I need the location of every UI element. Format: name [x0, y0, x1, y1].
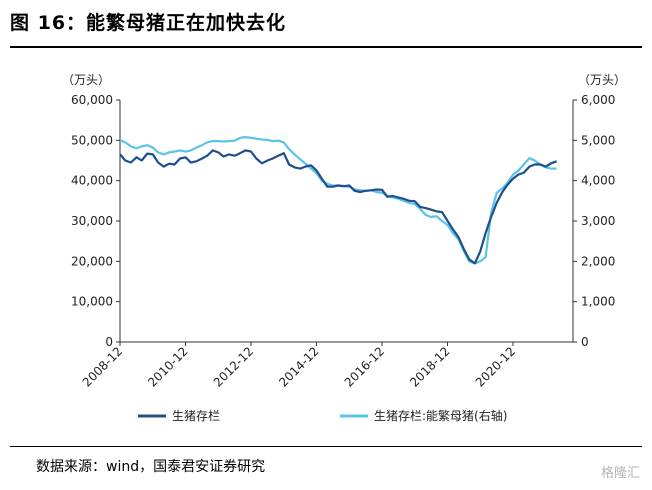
right-tick-label: 2,000 — [581, 254, 615, 268]
left-tick-label: 20,000 — [71, 254, 113, 268]
x-tick-label: 2020-12 — [473, 344, 518, 389]
x-tick-label: 2008-12 — [80, 344, 125, 389]
x-tick-label: 2012-12 — [211, 344, 256, 389]
legend-label: 生猪存栏 — [172, 408, 220, 423]
left-axis-unit: （万头） — [62, 73, 110, 87]
series-line-hogs — [119, 149, 557, 265]
series-lines — [119, 136, 557, 265]
x-tick-label: 2014-12 — [276, 344, 321, 389]
right-tick-label: 0 — [581, 335, 589, 349]
x-tick-label: 2016-12 — [342, 344, 387, 389]
left-tick-label: 30,000 — [71, 214, 113, 228]
x-tick-label: 2010-12 — [145, 344, 190, 389]
x-tick-label: 2018-12 — [407, 344, 452, 389]
right-tick-label: 3,000 — [581, 214, 615, 228]
watermark-text: 格隆汇 — [600, 466, 640, 481]
left-tick-label: 0 — [105, 335, 113, 349]
left-tick-label: 10,000 — [71, 295, 113, 309]
axes: 0 10,000 20,000 30,000 40,000 50,000 60,000 0 1,… — [71, 93, 615, 390]
source-note: 数据来源：wind，国泰君安证券研究 — [36, 459, 266, 475]
line-chart: （万头） （万头） 0 10,000 20,000 30,000 40,000 50,00… — [62, 73, 626, 423]
figure-title: 图 16：能繁母猪正在加快去化 — [10, 12, 287, 34]
right-tick-label: 4,000 — [581, 174, 615, 188]
right-axis-unit: （万头） — [578, 73, 626, 87]
legend: 生猪存栏 生猪存栏:能繁母猪(右轴) — [138, 408, 507, 423]
right-tick-label: 5,000 — [581, 133, 615, 147]
title-rule — [10, 46, 642, 48]
left-tick-label: 60,000 — [71, 93, 113, 107]
legend-label: 生猪存栏:能繁母猪(右轴) — [374, 408, 507, 423]
right-tick-label: 6,000 — [581, 93, 615, 107]
left-tick-label: 50,000 — [71, 133, 113, 147]
left-tick-label: 40,000 — [71, 174, 113, 188]
right-tick-label: 1,000 — [581, 295, 615, 309]
source-rule — [10, 446, 642, 447]
series-line-sows — [119, 136, 557, 265]
